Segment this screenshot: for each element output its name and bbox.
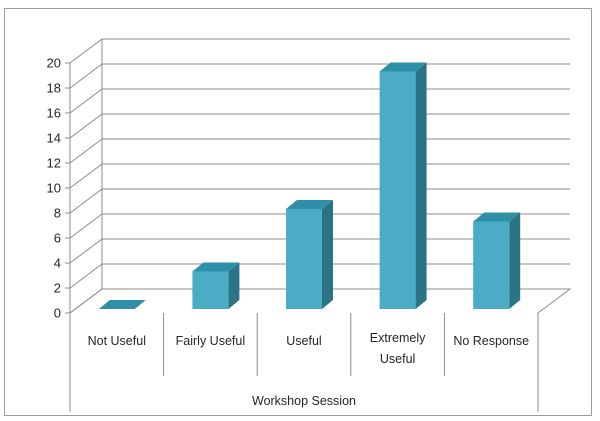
category-table: Not Useful Fairly Useful Useful Extremely Us… [69, 313, 539, 412]
y-tick-label: 0 [54, 306, 61, 321]
bar-front [473, 221, 510, 309]
bar-front [379, 71, 416, 309]
bar-top [473, 212, 521, 222]
y-tick-label: 2 [54, 281, 61, 296]
bars [98, 62, 521, 309]
category-label: Useful [286, 334, 321, 348]
bar [192, 262, 240, 309]
x-axis-title: Workshop Session [252, 394, 356, 408]
gridline [69, 38, 570, 64]
bar [473, 212, 521, 309]
category-label: No Response [453, 334, 529, 348]
y-tick-label: 10 [47, 181, 61, 196]
category-label: Extremely [370, 331, 426, 345]
y-tick-label: 6 [54, 231, 61, 246]
y-tick-label: 14 [47, 131, 61, 146]
bar-top [379, 62, 427, 72]
gridline [69, 138, 570, 164]
bar-front [192, 271, 229, 309]
y-tick-label: 4 [54, 256, 61, 271]
y-tick-label: 8 [54, 206, 61, 221]
category-label: Fairly Useful [176, 334, 245, 348]
bar [286, 200, 333, 309]
category-label: Useful [380, 352, 415, 366]
y-axis-ticks: 0 2 4 6 8 10 12 14 16 18 20 [47, 56, 70, 321]
gridline [69, 113, 570, 139]
gridline [69, 163, 570, 189]
y-tick-label: 16 [47, 106, 61, 121]
bar-top [98, 300, 146, 309]
bar-top [192, 262, 240, 272]
y-tick-label: 12 [47, 156, 61, 171]
bar-top [286, 200, 333, 209]
y-tick-label: 18 [47, 81, 61, 96]
y-tick-label: 20 [47, 56, 61, 71]
gridline [69, 88, 570, 114]
bar [379, 62, 427, 309]
bar [98, 300, 146, 309]
bar-side [322, 200, 333, 309]
bar-side [228, 262, 240, 309]
bar-side [509, 212, 521, 309]
bar-front [286, 209, 322, 309]
gridline [69, 63, 570, 89]
bar-side [415, 62, 427, 309]
category-label: Not Useful [88, 334, 146, 348]
